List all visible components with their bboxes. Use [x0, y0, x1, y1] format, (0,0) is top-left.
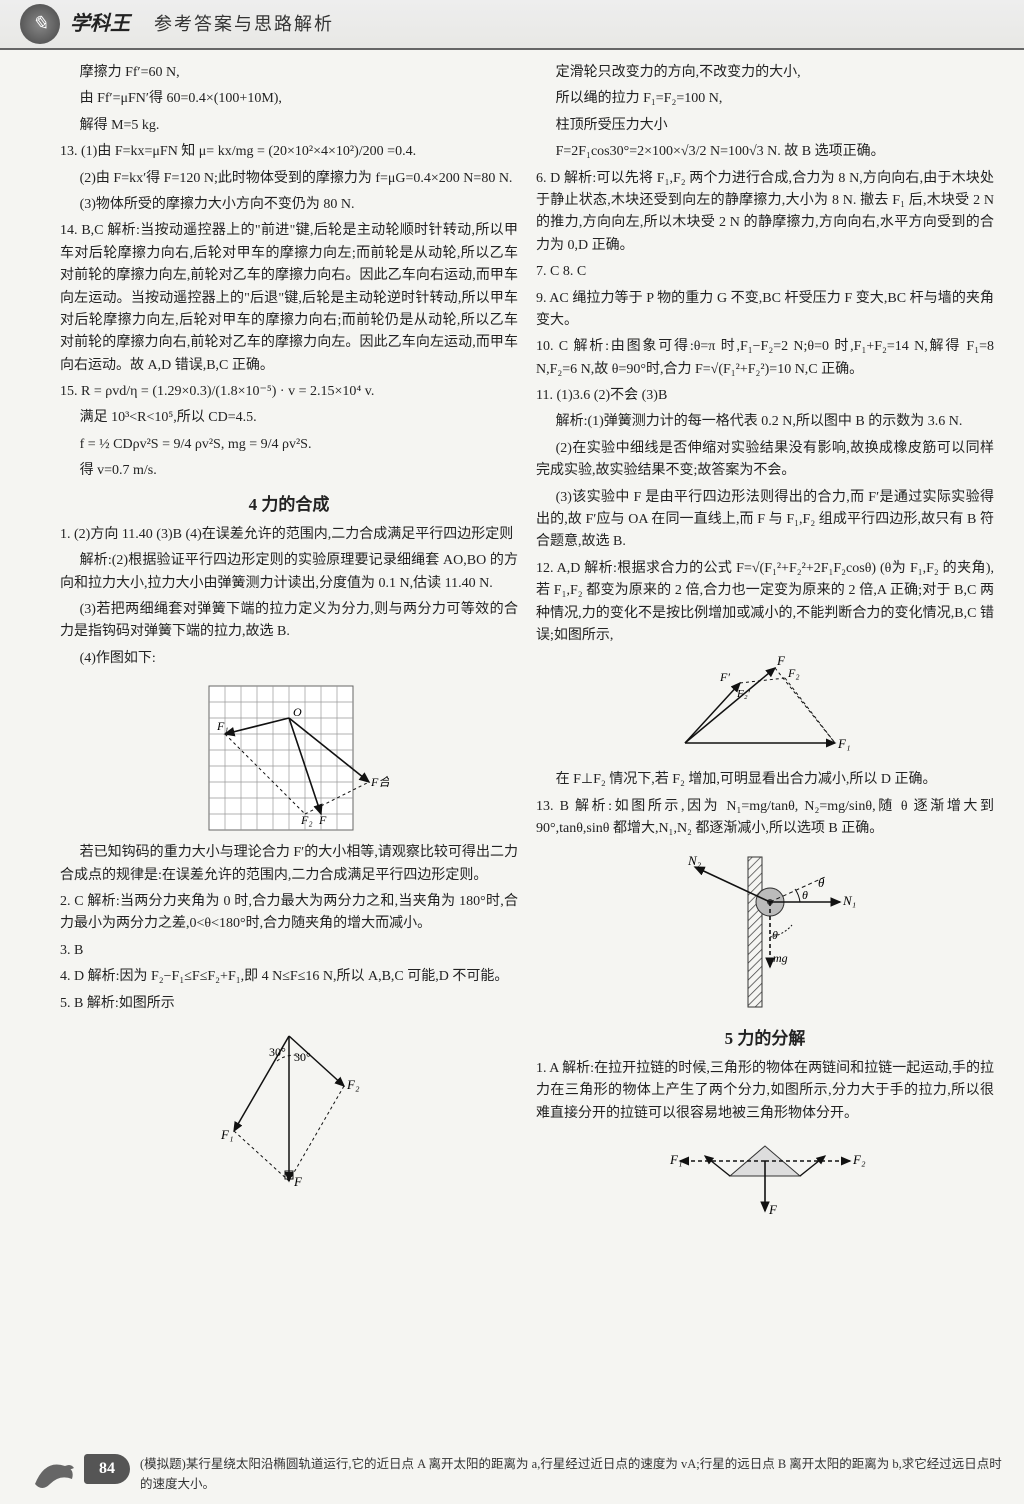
text-line: 满足 10³<R<10⁵,所以 CD=4.5. [60, 407, 518, 429]
text-line: 解得 M=5 kg. [60, 115, 518, 137]
text-line: 15. R = ρvd/η = (1.29×0.3)/(1.8×10⁻⁵) · … [60, 381, 518, 403]
text-line: F=2F₁cos30°=2×100×√3/2 N=100√3 N. 故 B 选项… [536, 141, 994, 163]
svg-text:F₂′: F₂′ [736, 688, 751, 700]
right-column: 定滑轮只改变力的方向,不改变力的大小, 所以绳的拉力 F₁=F₂=100 N, … [536, 62, 994, 1442]
text-line: 11. (1)3.6 (2)不会 (3)B [536, 385, 994, 407]
svg-text:F合: F合 [370, 775, 389, 789]
text-line: 3. B [60, 940, 518, 962]
svg-text:F₂: F₂ [300, 813, 313, 827]
text-line: 6. D 解析:可以先将 F₁,F₂ 两个力进行合成,合力为 8 N,方向向右,… [536, 168, 994, 258]
section-4-title: 4 力的合成 [60, 491, 518, 518]
svg-text:F: F [768, 1202, 778, 1217]
text-line: 定滑轮只改变力的方向,不改变力的大小, [536, 62, 994, 84]
left-column: 摩擦力 Ff′=60 N, 由 Ff′=μFN′得 60=0.4×(100+10… [60, 62, 518, 1442]
figure-grid-vectors: F₁ O F₂ F F合 [60, 676, 518, 836]
figure-triangle-forces: F F₂ F′ F₂′ F₁ [536, 653, 994, 763]
svg-text:F₁: F₁ [220, 1127, 233, 1142]
text-line: 所以绳的拉力 F₁=F₂=100 N, [536, 88, 994, 110]
svg-text:N₂: N₂ [687, 853, 702, 868]
page-header: ✎ 学科王 参考答案与思路解析 [0, 0, 1024, 50]
svg-text:θ: θ [802, 888, 808, 902]
svg-text:30°: 30° [269, 1045, 286, 1059]
figure-rod-ball: N₂ N₁ θ θ mg θ [536, 847, 994, 1017]
content-columns: 摩擦力 Ff′=60 N, 由 Ff′=μFN′得 60=0.4×(100+10… [0, 50, 1024, 1442]
svg-text:F₁: F₁ [837, 736, 850, 751]
text-line: 柱顶所受压力大小 [536, 115, 994, 137]
svg-text:O: O [293, 705, 302, 719]
svg-text:F′: F′ [719, 670, 730, 684]
svg-text:F₁: F₁ [669, 1152, 682, 1167]
svg-text:F: F [318, 813, 327, 827]
page-number-badge: 84 [84, 1454, 130, 1484]
footer-question: (模拟题)某行星绕太阳沿椭圆轨道运行,它的近日点 A 离开太阳的距离为 a,行星… [140, 1454, 1004, 1494]
text-line: 13. (1)由 F=kx=μFN 知 μ= kx/mg = (20×10²×4… [60, 141, 518, 163]
figure-triangle-30: 30° 30° F₁ F₂ F [60, 1021, 518, 1191]
text-line: 在 F⊥F₂ 情况下,若 F₂ 增加,可明显看出合力减小,所以 D 正确。 [536, 769, 994, 791]
text-line: (3)该实验中 F 是由平行四边形法则得出的合力,而 F′是通过实际实验得出的,… [536, 487, 994, 554]
page-footer: 84 (模拟题)某行星绕太阳沿椭圆轨道运行,它的近日点 A 离开太阳的距离为 a… [30, 1454, 1004, 1494]
text-line: 14. B,C 解析:当按动遥控器上的"前进"键,后轮是主动轮顺时针转动,所以甲… [60, 220, 518, 377]
text-line: (3)若把两细绳套对弹簧下端的拉力定义为分力,则与两分力可等效的合力是指钩码对弹… [60, 599, 518, 644]
text-line: 1. (2)方向 11.40 (3)B (4)在误差允许的范围内,二力合成满足平… [60, 524, 518, 546]
text-line: 摩擦力 Ff′=60 N, [60, 62, 518, 84]
brand-name: 学科王 [70, 8, 130, 40]
text-line: 4. D 解析:因为 F₂−F₁≤F≤F₂+F₁,即 4 N≤F≤16 N,所以… [60, 966, 518, 988]
text-line: (3)物体所受的摩擦力大小方向不变仍为 80 N. [60, 194, 518, 216]
svg-text:F₁: F₁ [216, 719, 229, 733]
svg-text:F: F [293, 1174, 303, 1189]
text-line: 7. C 8. C [536, 261, 994, 283]
svg-text:θ: θ [818, 875, 825, 890]
text-line: 得 v=0.7 m/s. [60, 460, 518, 482]
svg-text:F₂: F₂ [852, 1152, 866, 1167]
text-line: 10. C 解析:由图象可得:θ=π 时,F₁−F₂=2 N;θ=0 时,F₁+… [536, 336, 994, 381]
text-line: 12. A,D 解析:根据求合力的公式 F=√(F₁²+F₂²+2F₁F₂cos… [536, 558, 994, 648]
section-5-title: 5 力的分解 [536, 1025, 994, 1052]
text-line: 13. B 解析:如图所示,因为 N₁=mg/tanθ, N₂=mg/sinθ,… [536, 796, 994, 841]
svg-text:θ: θ [772, 928, 778, 942]
text-line: (2)由 F=kx′得 F=120 N;此时物体受到的摩擦力为 f=μG=0.4… [60, 168, 518, 190]
brand-logo-icon: ✎ [20, 4, 60, 44]
text-line: 1. A 解析:在拉开拉链的时候,三角形的物体在两链间和拉链一起运动,手的拉力在… [536, 1058, 994, 1125]
svg-text:30°: 30° [294, 1050, 311, 1064]
figure-wedge-split: F₁ F₂ F [536, 1131, 994, 1221]
svg-text:F: F [776, 653, 786, 668]
dolphin-icon [30, 1454, 80, 1494]
text-line: 解析:(2)根据验证平行四边形定则的实验原理要记录细绳套 AO,BO 的方向和拉… [60, 550, 518, 595]
text-line: 解析:(1)弹簧测力计的每一格代表 0.2 N,所以图中 B 的示数为 3.6 … [536, 411, 994, 433]
text-line: 2. C 解析:当两分力夹角为 0 时,合力最大为两分力之和,当夹角为 180°… [60, 891, 518, 936]
text-line: (4)作图如下: [60, 648, 518, 670]
svg-text:F₂: F₂ [787, 666, 800, 680]
svg-text:mg: mg [773, 951, 788, 965]
svg-text:F₂: F₂ [346, 1077, 360, 1092]
text-line: 若已知钩码的重力大小与理论合力 F′的大小相等,请观察比较可得出二力合成点的规律… [60, 842, 518, 887]
text-line: 由 Ff′=μFN′得 60=0.4×(100+10M), [60, 88, 518, 110]
text-line: 5. B 解析:如图所示 [60, 993, 518, 1015]
text-line: 9. AC 绳拉力等于 P 物的重力 G 不变,BC 杆受压力 F 变大,BC … [536, 288, 994, 333]
text-line: f = ½ CDρv²S = 9/4 ρv²S, mg = 9/4 ρv²S. [60, 434, 518, 456]
svg-text:N₁: N₁ [842, 893, 856, 908]
text-line: (2)在实验中细线是否伸缩对实验结果没有影响,故换成橡皮筋可以同样完成实验,故实… [536, 438, 994, 483]
page-subtitle: 参考答案与思路解析 [154, 10, 334, 39]
